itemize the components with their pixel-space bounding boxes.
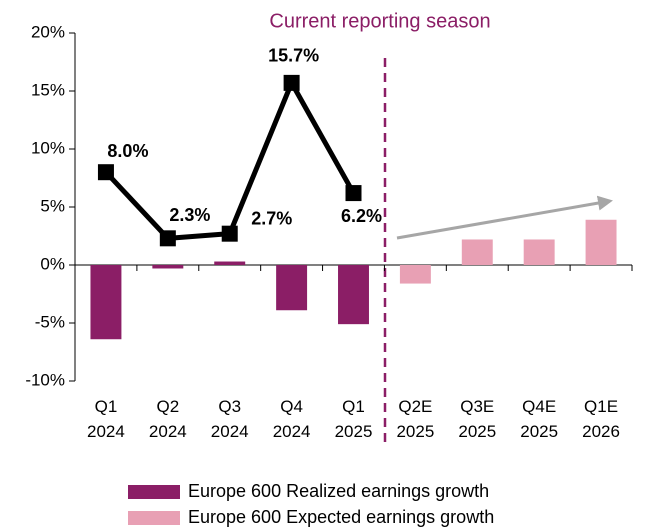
- legend-swatch: [128, 511, 180, 525]
- trend-arrow: [396, 195, 613, 240]
- legend-label: Europe 600 Realized earnings growth: [188, 481, 489, 501]
- data-label: 2.3%: [169, 205, 210, 225]
- bar: [399, 265, 431, 284]
- y-tick-label: 5%: [40, 196, 65, 215]
- bar: [461, 239, 493, 265]
- x-tick-label: Q3 2024: [211, 397, 249, 441]
- line-marker: [345, 185, 362, 202]
- x-tick-label: Q4 2024: [273, 397, 311, 441]
- data-label: 2.7%: [251, 208, 292, 228]
- x-tick-label: Q1E 2026: [582, 397, 620, 441]
- bar: [152, 265, 184, 269]
- y-tick-label: -5%: [35, 312, 65, 331]
- x-tick-label: Q4E 2025: [520, 397, 558, 441]
- x-tick-label: Q1 2025: [335, 397, 373, 441]
- data-label: 6.2%: [341, 206, 382, 226]
- y-tick-label: 0%: [40, 254, 65, 273]
- data-label: 15.7%: [268, 46, 319, 66]
- y-tick-label: -10%: [25, 370, 65, 389]
- line-marker: [221, 225, 238, 242]
- bar: [338, 265, 369, 325]
- legend-label: Europe 600 Expected earnings growth: [188, 507, 494, 527]
- x-tick-label: Q2E 2025: [396, 397, 434, 441]
- bar: [585, 219, 617, 265]
- bar: [276, 265, 308, 311]
- y-tick-label: 10%: [31, 138, 65, 157]
- line-marker: [283, 74, 300, 91]
- bar: [523, 239, 555, 265]
- bar: [90, 265, 122, 340]
- annotation: Current reporting season: [269, 10, 490, 32]
- line-marker: [97, 164, 114, 181]
- y-tick-label: 15%: [31, 80, 65, 99]
- x-tick-label: Q2 2024: [149, 397, 187, 441]
- data-label: 8.0%: [107, 141, 148, 161]
- x-tick-label: Q3E 2025: [458, 397, 496, 441]
- y-tick-label: 20%: [31, 22, 65, 41]
- line-marker: [159, 230, 176, 247]
- x-tick-label: Q1 2024: [87, 397, 125, 441]
- bar: [214, 261, 246, 265]
- legend-swatch: [128, 485, 180, 499]
